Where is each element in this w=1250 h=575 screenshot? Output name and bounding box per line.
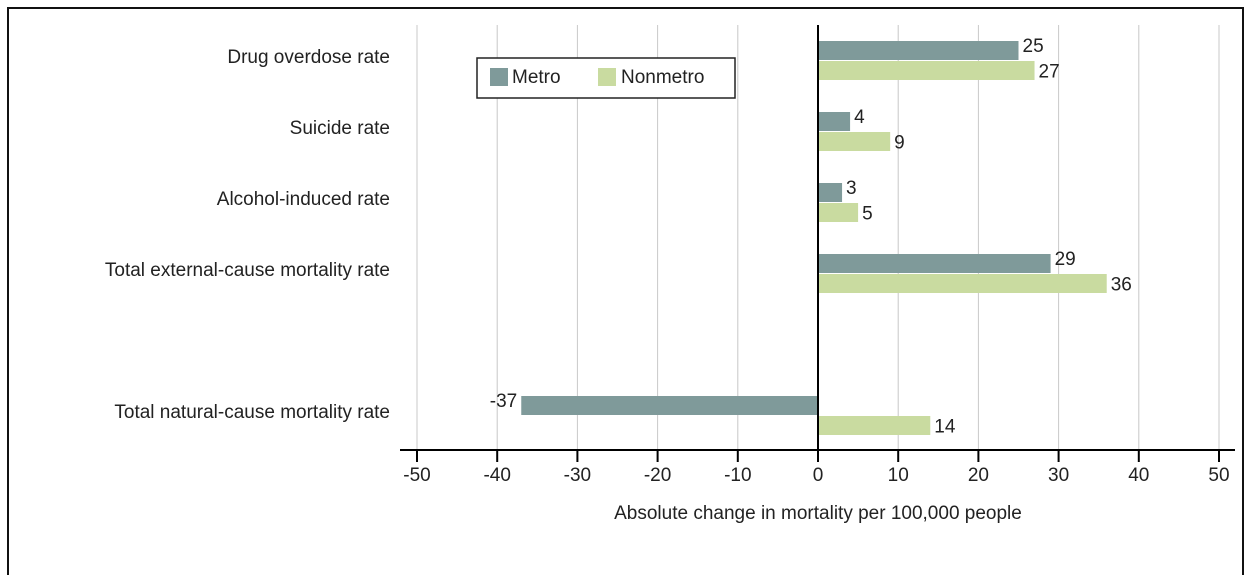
value-label: 5 (862, 204, 873, 225)
x-tick-label: 20 (968, 465, 989, 486)
x-tick-label: 0 (813, 465, 824, 486)
x-tick-label: -40 (483, 465, 510, 486)
value-label: 25 (1023, 36, 1044, 57)
bar (818, 203, 859, 222)
x-tick-label: -30 (564, 465, 591, 486)
value-label: 27 (1039, 62, 1060, 83)
legend: Metro Nonmetro (476, 57, 736, 99)
x-tick-label: 40 (1128, 465, 1149, 486)
y-tick-label: Alcohol-induced rate (217, 189, 390, 210)
bar (818, 112, 851, 131)
bar (818, 416, 931, 435)
value-label: 9 (894, 133, 905, 154)
value-label: 29 (1055, 249, 1076, 270)
value-label: 36 (1111, 275, 1132, 296)
value-label: 4 (854, 107, 865, 128)
legend-swatch (490, 68, 508, 86)
x-tick-label: 50 (1208, 465, 1229, 486)
value-label: 14 (934, 417, 956, 438)
legend-label: Metro (512, 67, 561, 88)
bar (818, 132, 891, 151)
x-tick-label: 10 (888, 465, 909, 486)
x-tick-label: -20 (644, 465, 671, 486)
x-axis-label: Absolute change in mortality per 100,000… (614, 503, 1022, 524)
bar (818, 41, 1019, 60)
x-tick-label: 30 (1048, 465, 1069, 486)
bar (818, 61, 1035, 80)
y-tick-label: Drug overdose rate (227, 47, 390, 68)
value-label: 3 (846, 178, 857, 199)
value-label: -37 (490, 391, 517, 412)
bars (521, 41, 1107, 435)
y-tick-label: Total external-cause mortality rate (105, 260, 390, 281)
y-tick-label: Suicide rate (290, 118, 390, 139)
x-tick-label: -10 (724, 465, 751, 486)
y-tick-label: Total natural-cause mortality rate (114, 402, 390, 423)
frame (7, 7, 1244, 575)
bar (521, 396, 818, 415)
bar (818, 254, 1051, 273)
legend-swatch (598, 68, 616, 86)
x-tick-label: -50 (403, 465, 430, 486)
bar (818, 183, 843, 202)
legend-label: Nonmetro (621, 67, 704, 88)
bar (818, 274, 1107, 293)
